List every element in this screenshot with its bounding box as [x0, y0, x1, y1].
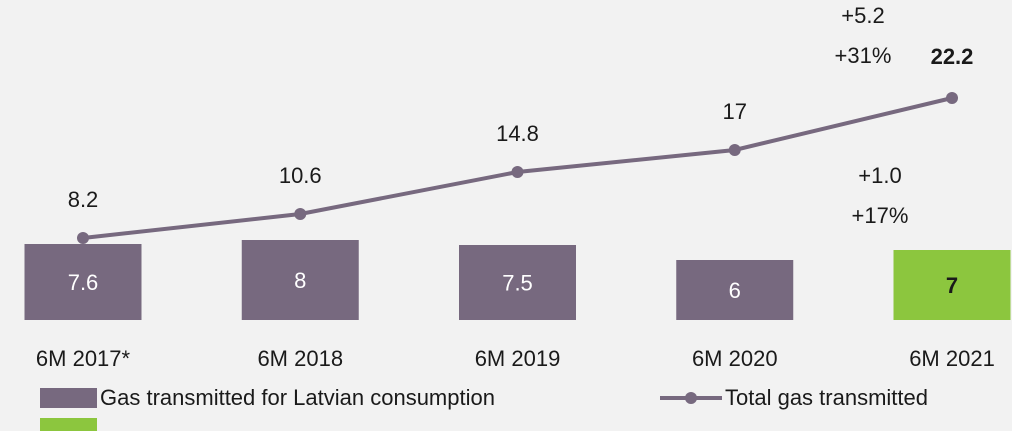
- bar-value-label: 8: [294, 268, 306, 293]
- legend-swatch: [40, 388, 97, 408]
- annotation: +31%: [835, 43, 892, 68]
- bar: [459, 245, 576, 320]
- line-value-label: 14.8: [496, 121, 539, 146]
- x-tick-label: 6M 2017*: [36, 346, 131, 371]
- bar: [676, 260, 794, 320]
- line-value-label: 17: [723, 99, 747, 124]
- legend-label: Total gas transmitted: [725, 385, 928, 410]
- line-point: [946, 92, 958, 104]
- x-tick-label: 6M 2018: [257, 346, 343, 371]
- legend-label: Gas transmitted for Latvian consumption: [100, 385, 495, 410]
- line-value-label: 22.2: [931, 44, 974, 69]
- annotation: +1.0: [858, 163, 901, 188]
- annotation: +17%: [852, 203, 909, 228]
- bar-value-label: 7.5: [502, 270, 533, 295]
- line-point: [728, 144, 741, 156]
- legend-marker: [685, 392, 697, 404]
- x-tick-label: 6M 2020: [692, 346, 778, 371]
- line-point: [294, 208, 307, 220]
- x-tick-label: 6M 2019: [475, 346, 561, 371]
- line-point: [511, 166, 524, 178]
- annotation: +5.2: [841, 3, 884, 28]
- bar-value-label: 7: [946, 273, 958, 298]
- bar: [241, 240, 359, 320]
- legend-swatch: [40, 418, 97, 431]
- line-value-label: 8.2: [68, 187, 99, 212]
- bar: [893, 250, 1011, 320]
- x-tick-label: 6M 2021: [909, 346, 995, 371]
- bar-value-label: 7.6: [68, 270, 99, 295]
- bar: [24, 244, 142, 320]
- line-value-label: 10.6: [279, 163, 322, 188]
- bar-value-label: 6: [729, 278, 741, 303]
- line-point: [77, 232, 89, 244]
